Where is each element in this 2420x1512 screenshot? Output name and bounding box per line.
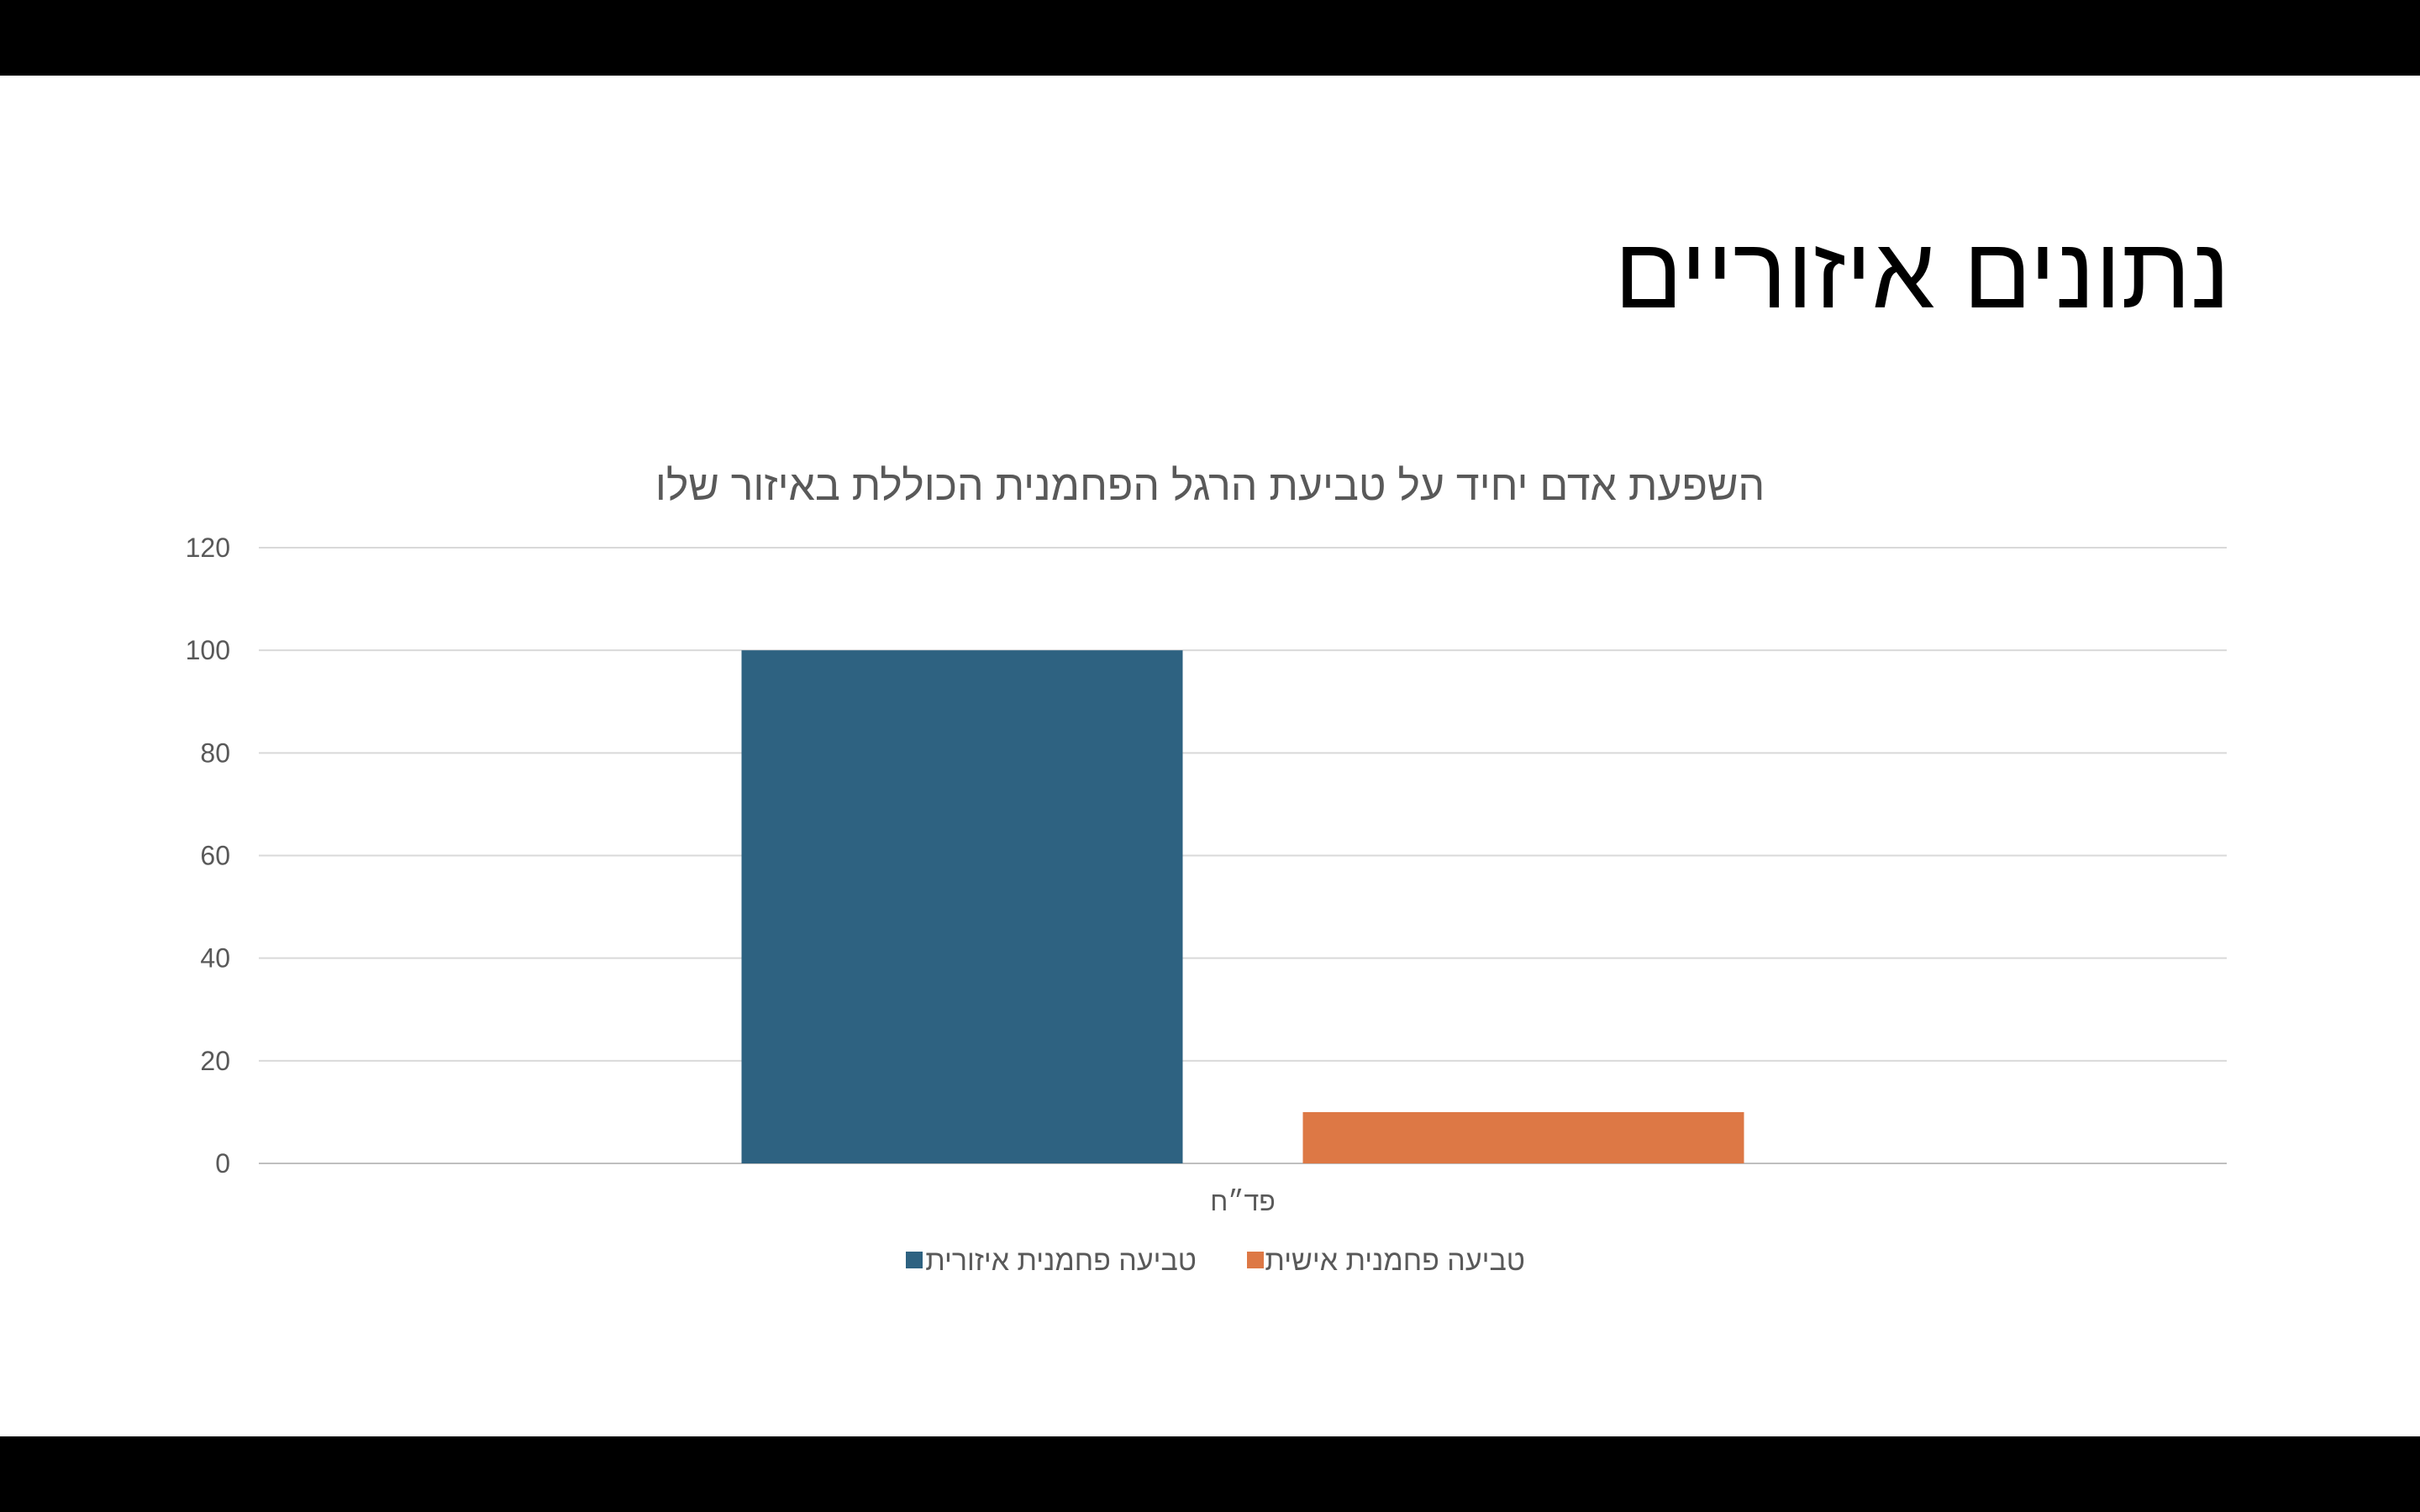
y-tick-label: 20	[200, 1046, 230, 1076]
y-tick-label: 60	[200, 841, 230, 871]
slide: נתונים איזוריים	[0, 76, 2420, 1436]
legend-label-1: טביעה פחמנית איזורית	[925, 1245, 1197, 1277]
bar-2	[1302, 1111, 1744, 1163]
y-tick-label: 0	[215, 1148, 230, 1179]
chart-title: השפעת אדם יחיד על טביעת הרגל הפחמנית הכו…	[655, 462, 1765, 509]
legend-label-2: טביעה פחמנית אישית	[1265, 1245, 1525, 1277]
legend-swatch-2	[1247, 1252, 1264, 1268]
slide-title: נתונים איזוריים	[1614, 217, 2230, 329]
y-tick-label: 40	[200, 943, 230, 974]
x-tick-label: פד״ח	[1210, 1186, 1276, 1216]
bar-1	[741, 650, 1183, 1163]
y-tick-label: 100	[186, 635, 230, 665]
y-tick-label: 120	[186, 533, 230, 563]
y-tick-label: 80	[200, 738, 230, 768]
legend-swatch-1	[906, 1252, 923, 1268]
